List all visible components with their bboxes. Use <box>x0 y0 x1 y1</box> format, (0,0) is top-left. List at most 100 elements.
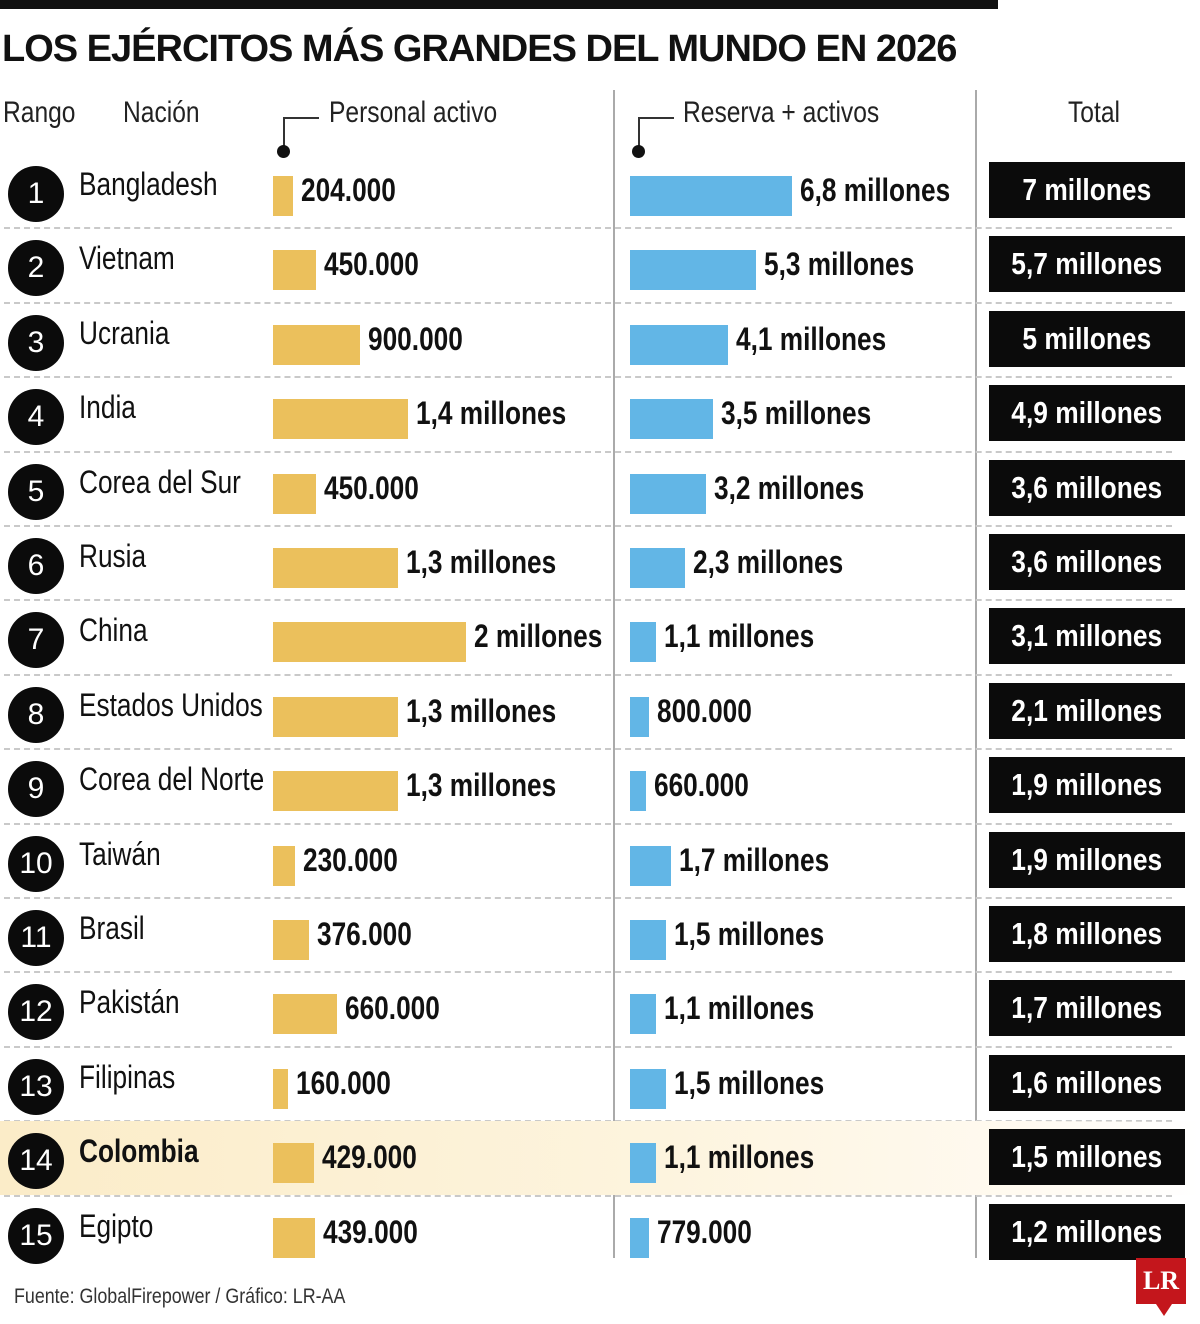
row-separator <box>4 971 1172 974</box>
rank-badge: 15 <box>8 1207 64 1264</box>
table-row: 13 Filipinas 160.000 1,5 millones 1,6 millon… <box>0 1047 1200 1123</box>
active-bar <box>273 399 409 440</box>
total-value-label: 1,7 millones <box>1011 990 1163 1026</box>
active-bar <box>273 622 466 663</box>
total-badge: 1,9 millones <box>989 831 1185 888</box>
nation-label: Ucrania <box>79 314 170 351</box>
rank-badge: 12 <box>8 984 64 1041</box>
row-separator <box>4 896 1172 899</box>
rank-badge: 5 <box>8 463 64 520</box>
reserve-value-label: 6,8 millones <box>800 172 951 208</box>
active-value-label: 160.000 <box>296 1064 392 1101</box>
reserve-value-label: 4,1 millones <box>735 320 886 357</box>
active-bar <box>273 250 317 291</box>
nation-label: Vietnam <box>79 240 175 277</box>
total-badge: 1,9 millones <box>989 757 1185 814</box>
reserve-bar <box>630 994 657 1035</box>
nation-label: Pakistán <box>79 984 180 1021</box>
table-row: 14 Colombia 429.000 1,1 millones 1,5 millone… <box>0 1121 1200 1197</box>
active-bar <box>273 771 399 812</box>
reserve-leader-dot <box>632 145 645 158</box>
total-value-label: 1,8 millones <box>1011 916 1163 951</box>
total-badge: 1,7 millones <box>989 980 1185 1037</box>
nation-label: India <box>79 389 136 426</box>
nation-label: Rusia <box>79 538 147 574</box>
row-separator <box>4 524 1172 527</box>
active-value-label: 900.000 <box>367 320 463 357</box>
table-row: 15 Egipto 439.000 779.000 1,2 millones <box>0 1196 1200 1270</box>
table-row: 5 Corea del Sur 450.000 3,2 millones 3,6 mil… <box>0 452 1200 527</box>
row-separator <box>4 1045 1172 1048</box>
total-badge: 1,8 millones <box>989 906 1185 962</box>
total-value-label: 5 millones <box>1022 320 1152 356</box>
table-row: 8 Estados Unidos 1,3 millones 800.000 2,1 mi… <box>0 675 1200 751</box>
reserve-leader-line <box>638 117 674 119</box>
total-badge: 3,6 millones <box>989 459 1185 516</box>
table-row: 4 India 1,4 millones 3,5 millones 4,9 millon… <box>0 377 1200 453</box>
reserve-bar <box>630 622 657 663</box>
row-separator <box>4 301 1172 304</box>
total-value-label: 5,7 millones <box>1011 246 1163 282</box>
lr-logo-tail <box>1156 1304 1172 1316</box>
reserve-value-label: 3,2 millones <box>714 469 865 506</box>
reserve-bar <box>630 548 685 588</box>
header-active: Personal activo <box>329 96 498 129</box>
total-badge: 1,6 millones <box>989 1054 1185 1111</box>
reserve-bar <box>630 920 666 960</box>
header-reserve: Reserva + activos <box>683 96 880 129</box>
reserve-value-label: 1,1 millones <box>664 990 815 1027</box>
row-separator <box>4 822 1172 825</box>
total-value-label: 1,9 millones <box>1011 841 1163 877</box>
rank-badge: 8 <box>8 686 64 743</box>
active-value-label: 1,4 millones <box>416 395 567 432</box>
table-row: 6 Rusia 1,3 millones 2,3 millones 3,6 millon… <box>0 526 1200 602</box>
reserve-value-label: 3,5 millones <box>721 395 872 432</box>
reserve-value-label: 2,3 millones <box>692 544 843 580</box>
active-value-label: 450.000 <box>324 469 420 506</box>
active-bar <box>273 920 310 960</box>
active-leader-dot <box>277 145 290 158</box>
reserve-value-label: 1,1 millones <box>664 618 815 655</box>
active-bar <box>273 324 360 365</box>
reserve-value-label: 1,1 millones <box>664 1139 815 1176</box>
reserve-bar <box>630 324 728 365</box>
rank-badge: 14 <box>8 1133 64 1190</box>
total-value-label: 1,2 millones <box>1011 1213 1163 1249</box>
reserve-bar <box>630 176 792 216</box>
row-separator <box>4 673 1172 676</box>
rank-badge: 7 <box>8 612 64 669</box>
reserve-bar <box>630 845 671 886</box>
reserve-value-label: 779.000 <box>656 1213 752 1250</box>
active-bar <box>273 473 317 514</box>
active-value-label: 230.000 <box>303 841 399 878</box>
rank-badge: 10 <box>8 835 64 892</box>
rank-badge: 6 <box>8 538 64 594</box>
table-row: 9 Corea del Norte 1,3 millones 660.000 1,9 m… <box>0 749 1200 825</box>
total-value-label: 7 millones <box>1022 172 1152 207</box>
active-bar <box>273 1068 289 1109</box>
reserve-bar <box>630 1217 649 1258</box>
rank-badge: 9 <box>8 761 64 818</box>
nation-label: Brasil <box>79 910 145 946</box>
nation-label: Corea del Sur <box>79 463 241 500</box>
active-bar <box>273 548 399 588</box>
rank-badge: 2 <box>8 240 64 297</box>
row-separator <box>4 599 1172 602</box>
total-badge: 3,1 millones <box>989 608 1185 665</box>
total-value-label: 4,9 millones <box>1011 395 1163 431</box>
total-badge: 1,2 millones <box>989 1203 1185 1260</box>
nation-label: Bangladesh <box>79 166 218 202</box>
row-separator <box>4 1194 1172 1197</box>
active-bar <box>273 1217 316 1258</box>
total-badge: 5 millones <box>989 310 1185 367</box>
total-value-label: 3,6 millones <box>1011 544 1163 579</box>
nation-label: Corea del Norte <box>79 761 265 798</box>
reserve-bar <box>630 696 650 737</box>
reserve-value-label: 1,7 millones <box>678 841 829 878</box>
reserve-bar <box>630 250 757 291</box>
total-value-label: 1,5 millones <box>1011 1139 1163 1175</box>
table-row: 7 China 2 millones 1,1 millones 3,1 millones <box>0 600 1200 676</box>
nation-label: Egipto <box>79 1207 154 1244</box>
total-badge: 5,7 millones <box>989 236 1185 293</box>
reserve-value-label: 5,3 millones <box>764 246 915 283</box>
